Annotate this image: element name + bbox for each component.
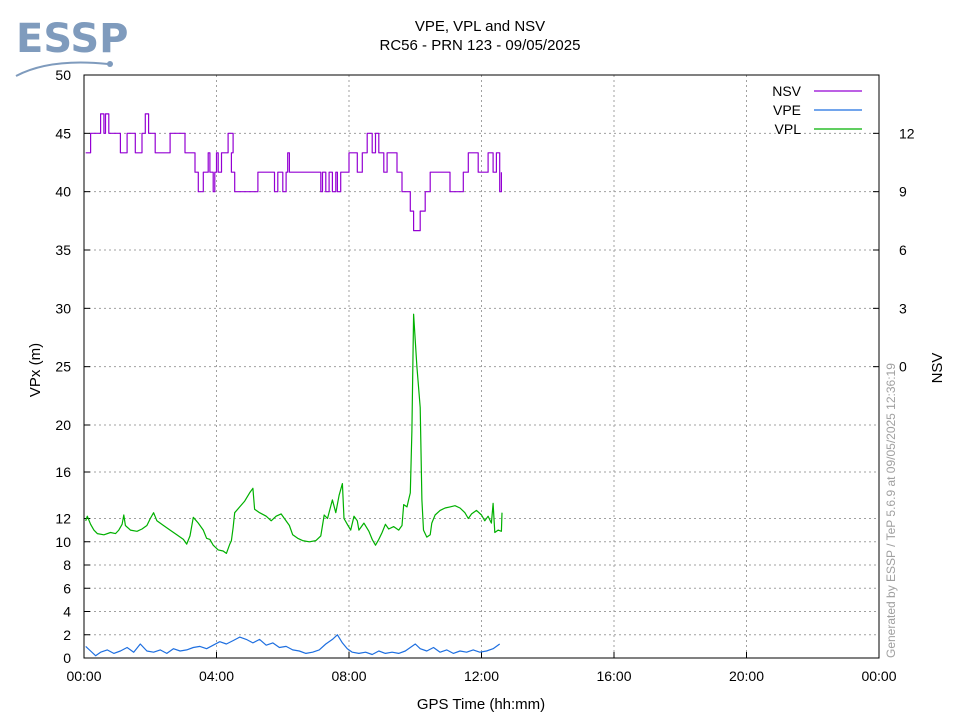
essp-logo: ESSP [15, 16, 128, 77]
y2-tick-label: 9 [899, 184, 907, 200]
footnote: Generated by ESSP / TeP 5.6.9 at 09/05/2… [884, 363, 898, 658]
y-tick-label: 30 [55, 300, 71, 316]
legend: NSV VPE VPL [772, 83, 862, 137]
x-tick-label: 08:00 [331, 668, 366, 684]
logo-dot-icon [107, 61, 113, 67]
y2-axis-label: NSV [929, 353, 946, 384]
y2-tick-label: 0 [899, 359, 907, 375]
y-tick-label: 16 [55, 464, 71, 480]
x-axis-label: GPS Time (hh:mm) [417, 696, 545, 713]
y2-tick-label: 12 [899, 125, 915, 141]
y-tick-label: 25 [55, 359, 71, 375]
y-tick-label: 8 [63, 557, 71, 573]
x-tick-label: 12:00 [464, 668, 499, 684]
series-line-vpe [85, 634, 501, 657]
y-tick-label: 12 [55, 511, 71, 527]
series-line-vpl [85, 313, 503, 554]
series-line-nsv [85, 113, 502, 232]
y-axis-label: VPx (m) [27, 343, 44, 397]
y-tick-label: 20 [55, 417, 71, 433]
legend-label-vpl: VPL [775, 121, 802, 137]
series-layer [85, 113, 503, 657]
x-tick-label: 04:00 [199, 668, 234, 684]
chart-subtitle: RC56 - PRN 123 - 09/05/2025 [380, 37, 581, 54]
x-tick-label: 16:00 [596, 668, 631, 684]
logo-swoosh-icon [15, 61, 109, 77]
y-tick-label: 35 [55, 242, 71, 258]
y2-tick-label: 6 [899, 242, 907, 258]
y-tick-label: 10 [55, 534, 71, 550]
chart-title: VPE, VPL and NSV [415, 18, 545, 35]
grid [84, 75, 879, 658]
y-tick-label: 50 [55, 67, 71, 83]
x-tick-label: 00:00 [861, 668, 896, 684]
x-tick-label: 20:00 [729, 668, 764, 684]
y-tick-label: 6 [63, 580, 71, 596]
logo-text: ESSP [16, 16, 128, 62]
axis-ticks: 0 2 4 6 8 10 12 16 20 25 30 35 40 45 50 0 3 6 9 12 00:00 04:0… [55, 67, 914, 684]
y-tick-label: 0 [63, 650, 71, 666]
plot-frame [83, 74, 880, 659]
x-tick-label: 00:00 [66, 668, 101, 684]
y-tick-label: 45 [55, 125, 71, 141]
y-tick-label: 40 [55, 184, 71, 200]
legend-label-nsv: NSV [772, 83, 801, 99]
y-tick-label: 2 [63, 627, 71, 643]
y2-tick-label: 3 [899, 300, 907, 316]
legend-label-vpe: VPE [773, 102, 801, 118]
y-tick-label: 4 [63, 604, 71, 620]
